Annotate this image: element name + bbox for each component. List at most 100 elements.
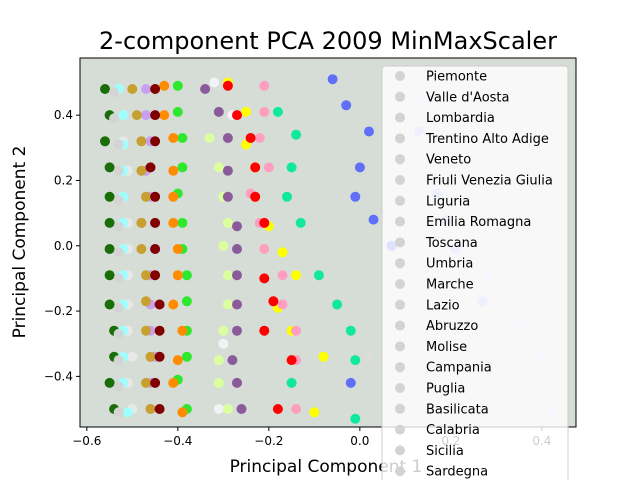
legend-marker: [395, 466, 405, 477]
point-6-3: [263, 162, 274, 173]
legend-label: Basilicata: [426, 402, 489, 417]
point-6-1: [259, 106, 270, 117]
y-tick-label: 0.0: [54, 239, 73, 253]
legend-entry: Veneto: [395, 153, 471, 168]
point-13-10: [145, 351, 156, 362]
legend-entry: Umbria: [395, 257, 473, 272]
point-13-0: [127, 84, 138, 94]
legend-label: Puglia: [426, 382, 465, 397]
point-8-4: [218, 240, 229, 251]
point-11-8: [168, 299, 179, 310]
point-5-1: [241, 106, 252, 117]
point-17-1: [118, 110, 129, 121]
point-6-0: [259, 80, 270, 91]
legend-label: Trentino Alto Adige: [425, 132, 549, 147]
point-10-2: [177, 133, 188, 143]
point-11-9: [177, 325, 188, 336]
point-7-7: [268, 296, 279, 307]
legend-marker: [395, 175, 405, 185]
point-9-1: [213, 106, 224, 117]
point-11-4: [168, 191, 179, 202]
point-4-6: [332, 299, 343, 310]
legend-label: Lazio: [426, 298, 460, 313]
point-11-11: [168, 377, 179, 388]
point-10-8: [181, 296, 192, 307]
point-11-5: [168, 217, 179, 228]
point-6-8: [277, 299, 288, 310]
point-4-7: [345, 325, 356, 336]
point-13-12: [145, 404, 156, 414]
point-18-9: [113, 328, 124, 339]
legend-marker: [395, 299, 405, 310]
legend-entry: Trentino Alto Adige: [395, 132, 549, 147]
point-3-1: [341, 100, 352, 111]
point-8-0: [204, 133, 215, 143]
legend-entry: Basilicata: [395, 402, 489, 417]
point-7-2: [245, 133, 256, 143]
point-15-2: [150, 136, 161, 147]
point-3-2: [364, 126, 374, 137]
legend-entry: Abruzzo: [395, 319, 478, 334]
point-15-4: [150, 191, 161, 202]
legend-label: Calabria: [426, 423, 480, 438]
legend-entry: Emilia Romagna: [395, 215, 531, 230]
legend-label: Abruzzo: [426, 319, 478, 334]
point-7-3: [250, 162, 261, 173]
point-18-3: [113, 165, 124, 176]
point-13-11: [141, 377, 151, 388]
legend-marker: [395, 279, 405, 289]
point-10-10: [181, 351, 192, 362]
point-4-1: [291, 129, 302, 140]
point-6-12: [291, 404, 302, 414]
point-4-0: [272, 106, 283, 117]
legend-marker: [395, 112, 405, 123]
legend-marker: [395, 403, 405, 414]
y-tick-label: −0.4: [44, 369, 73, 383]
point-4-8: [350, 355, 361, 366]
x-tick-label: −0.4: [163, 434, 192, 448]
chart-title: 2-component PCA 2009 MinMaxScaler: [99, 27, 557, 55]
point-15-0: [150, 84, 161, 94]
legend-entry: Lombardia: [395, 111, 495, 126]
point-13-7: [141, 270, 151, 281]
point-8-1: [213, 162, 224, 173]
point-4-2: [286, 162, 297, 173]
legend-marker: [395, 258, 405, 269]
legend-label: Sardegna: [426, 465, 488, 480]
legend-marker: [395, 71, 405, 81]
legend-label: Valle d'Aosta: [426, 90, 509, 105]
point-3-7: [345, 377, 356, 388]
point-8-6: [222, 299, 233, 310]
legend-entry: Friuli Venezia Giulia: [395, 174, 553, 189]
point-13-2: [136, 136, 147, 147]
point-15-8: [154, 299, 165, 310]
point-9-11: [232, 377, 242, 388]
legend-marker: [395, 237, 405, 248]
point-3-3: [354, 162, 365, 173]
point-11-3: [168, 165, 179, 176]
point-18-12: [113, 407, 124, 418]
point-7-8: [259, 325, 270, 336]
point-7-5: [259, 217, 270, 228]
legend-label: Toscana: [425, 236, 478, 251]
point-15-1: [150, 110, 161, 121]
legend-label: Marche: [426, 278, 474, 293]
point-11-0: [159, 80, 170, 91]
x-tick-label: −0.6: [72, 434, 101, 448]
point-5-5: [277, 247, 288, 258]
point-10-1: [172, 106, 183, 117]
point-7-6: [259, 273, 270, 284]
point-18-4: [113, 195, 124, 205]
legend-label: Liguria: [426, 194, 470, 209]
point-8-9: [213, 377, 224, 388]
point-10-5: [177, 217, 188, 228]
legend-label: Sicilia: [426, 444, 464, 459]
point-10-3: [177, 162, 188, 173]
legend-label: Lombardia: [426, 111, 495, 126]
legend-entry: Molise: [395, 340, 467, 355]
point-8-10: [222, 404, 233, 414]
y-tick-label: −0.2: [44, 304, 73, 318]
legend-label: Piemonte: [426, 70, 487, 85]
legend-entry: Toscana: [395, 236, 478, 251]
point-9-9: [232, 325, 242, 336]
